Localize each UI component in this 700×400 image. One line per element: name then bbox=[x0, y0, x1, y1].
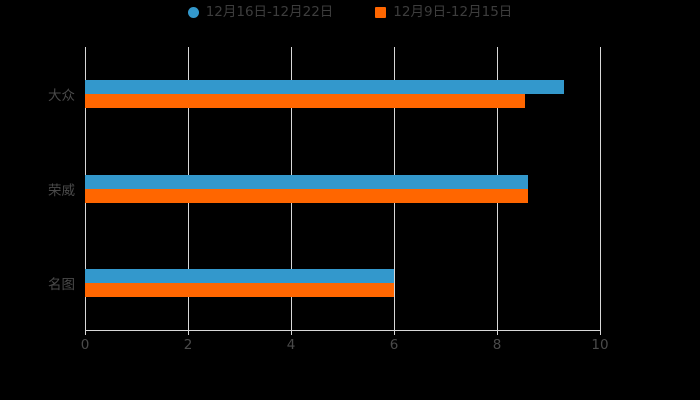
tickmark-x-6 bbox=[394, 330, 395, 335]
tickmark-x-10 bbox=[600, 330, 601, 335]
bar-名图-series-2[interactable] bbox=[85, 282, 394, 297]
bar-名图-series-1[interactable] bbox=[85, 268, 394, 283]
x-tick-label-10: 10 bbox=[591, 337, 609, 353]
chart-legend: 12月16日-12月22日 12月9日-12月15日 bbox=[0, 4, 700, 20]
legend-item-series-2[interactable]: 12月9日-12月15日 bbox=[375, 4, 513, 20]
bar-荣威-series-1[interactable] bbox=[85, 174, 528, 189]
plot-area bbox=[85, 47, 601, 330]
legend-square-marker-icon bbox=[375, 7, 387, 19]
y-category-label-0: 大众 bbox=[48, 88, 75, 105]
legend-label-series-2: 12月9日-12月15日 bbox=[393, 4, 513, 20]
bar-大众-series-1[interactable] bbox=[85, 80, 564, 95]
x-tick-label-8: 8 bbox=[492, 337, 502, 353]
y-axis-category-labels: 大众 荣威 名图 bbox=[0, 0, 75, 400]
x-tick-label-2: 2 bbox=[183, 337, 193, 353]
tickmark-x-0 bbox=[85, 330, 86, 335]
y-category-label-1: 荣威 bbox=[48, 182, 75, 199]
tickmark-x-4 bbox=[291, 330, 292, 335]
x-tick-label-6: 6 bbox=[389, 337, 399, 353]
bar-荣威-series-2[interactable] bbox=[85, 188, 528, 203]
x-tick-label-0: 0 bbox=[80, 337, 90, 353]
x-tick-label-4: 4 bbox=[286, 337, 296, 353]
legend-label-series-1: 12月16日-12月22日 bbox=[205, 4, 334, 20]
tickmark-x-2 bbox=[188, 330, 189, 335]
y-category-label-2: 名图 bbox=[48, 276, 75, 293]
legend-item-series-1[interactable]: 12月16日-12月22日 bbox=[187, 4, 334, 20]
x-axis-line bbox=[85, 330, 601, 331]
legend-circle-marker-icon bbox=[187, 7, 199, 19]
tickmark-x-8 bbox=[497, 330, 498, 335]
bar-大众-series-2[interactable] bbox=[85, 94, 526, 109]
gridline-x-10 bbox=[600, 47, 601, 330]
